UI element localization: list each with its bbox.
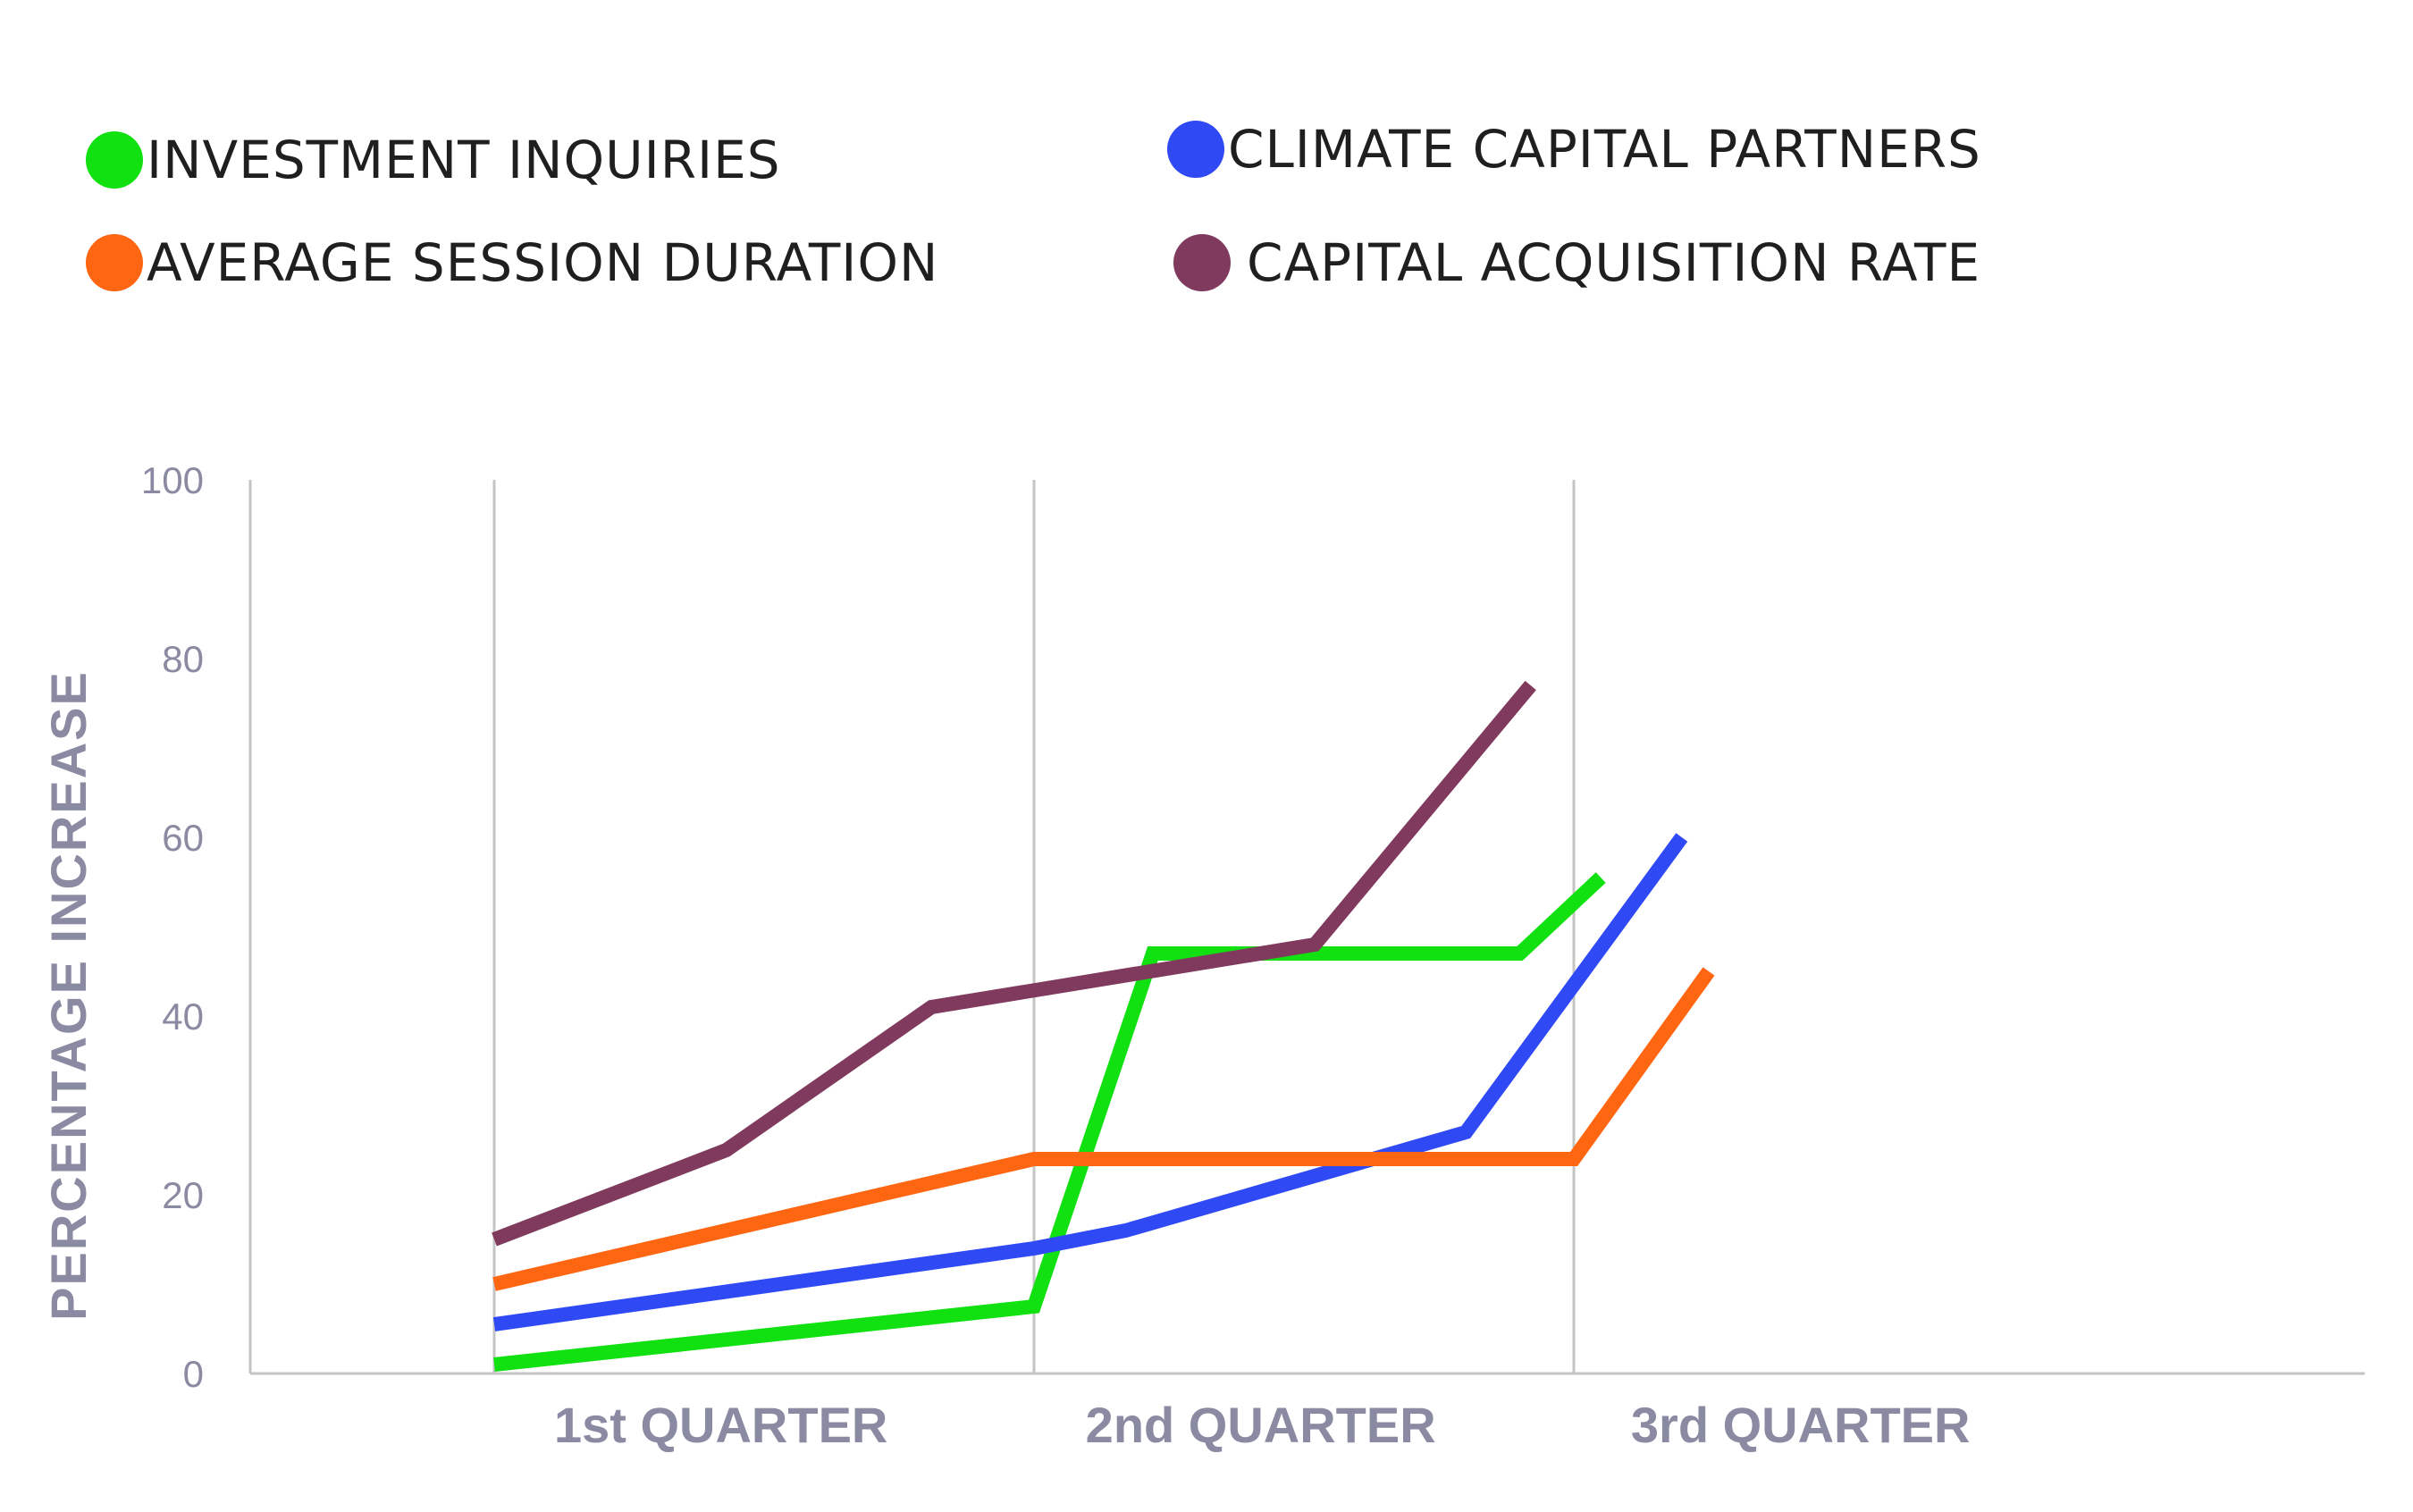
legend-dot-icon (1167, 121, 1224, 178)
legend-label: INVESTMENT INQUIRIES (147, 130, 781, 190)
y-tick-label: 80 (162, 638, 204, 680)
y-axis-label: PERCENTAGE INCREASE (40, 670, 97, 1321)
x-category-label: 2nd QUARTER (1086, 1397, 1436, 1453)
y-tick-label: 20 (162, 1174, 204, 1216)
legend-dot-icon (86, 234, 143, 291)
y-tick-label: 60 (162, 817, 204, 859)
chart-gridlines (492, 480, 1576, 1373)
legend-item-capital-acquisition-rate: CAPITAL ACQUISITION RATE (1173, 232, 1980, 293)
series-line (492, 967, 1715, 1291)
series-line (492, 680, 1536, 1247)
series-line (493, 872, 1606, 1372)
legend-label: AVERAGE SESSION DURATION (147, 232, 939, 293)
series-line (492, 833, 1688, 1331)
legend-item-average-session-duration: AVERAGE SESSION DURATION (86, 232, 938, 293)
x-axis-categories: 1st QUARTER 2nd QUARTER 3rd QUARTER (554, 1397, 1970, 1453)
y-tick-label: 0 (183, 1353, 204, 1395)
chart-series (492, 680, 1715, 1372)
y-tick-label: 40 (162, 995, 204, 1037)
y-axis-ticks: 0 20 40 60 80 100 (141, 459, 204, 1395)
y-tick-label: 100 (141, 459, 204, 501)
legend-item-climate-capital-partners: CLIMATE CAPITAL PARTNERS (1167, 119, 1981, 180)
x-category-label: 3rd QUARTER (1631, 1397, 1971, 1453)
chart-axes (248, 480, 2365, 1375)
legend-label: CAPITAL ACQUISITION RATE (1247, 232, 1981, 293)
x-category-label: 1st QUARTER (554, 1397, 887, 1453)
legend-dot-icon (86, 131, 143, 189)
legend-dot-icon (1173, 234, 1231, 291)
legend-label: CLIMATE CAPITAL PARTNERS (1228, 119, 1981, 180)
legend-item-investment-inquiries: INVESTMENT INQUIRIES (86, 130, 781, 190)
